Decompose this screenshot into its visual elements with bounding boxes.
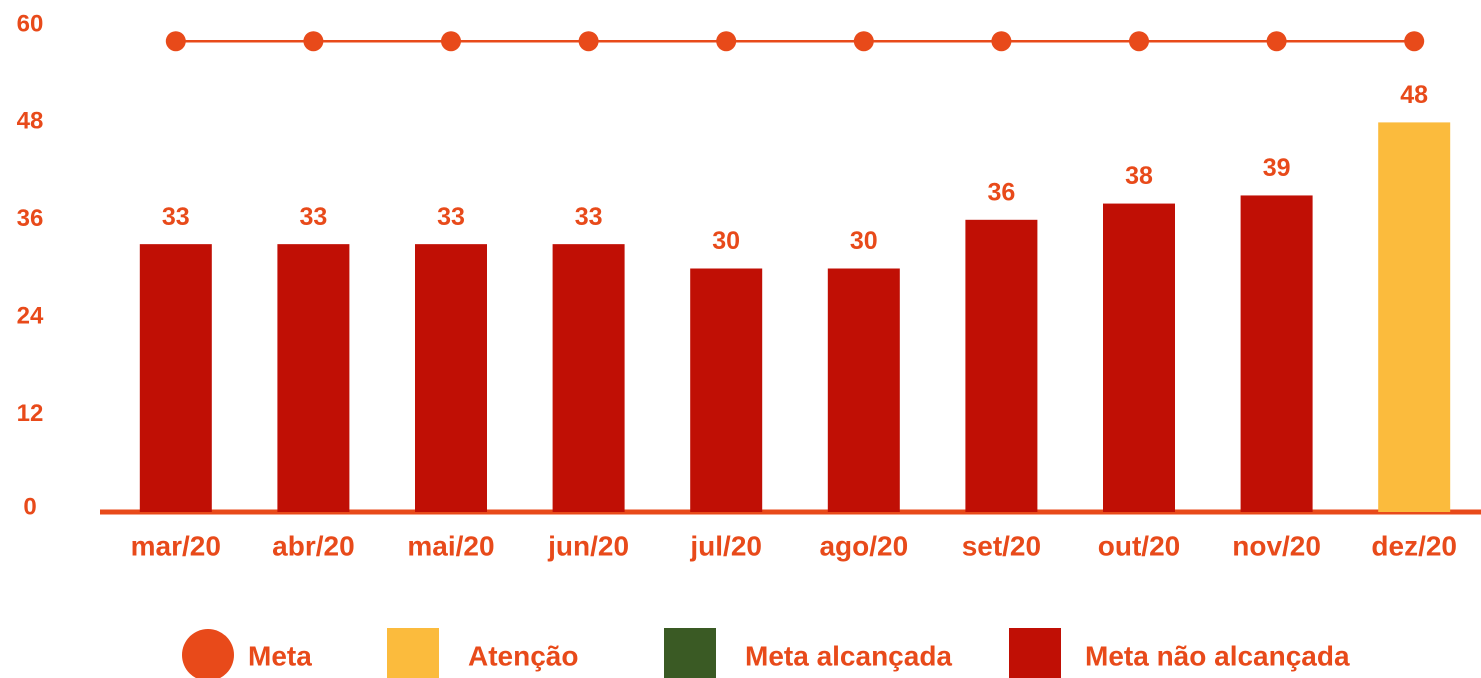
bar [552,244,625,512]
legend-label: Meta [248,640,312,671]
bar [1103,203,1175,513]
legend-marker [387,628,439,678]
value-label: 33 [299,203,327,231]
meta-point [441,31,461,52]
x-tick-label: dez/20 [1371,530,1457,561]
meta-point [1129,31,1149,52]
bar [139,244,212,512]
legend-label: Meta alcançada [745,640,952,671]
value-label: 33 [162,203,190,231]
x-tick-label: ago/20 [819,530,908,561]
bar [690,268,763,512]
y-tick-label: 24 [17,303,44,330]
meta-point [165,31,186,52]
meta-point [1404,31,1425,52]
legend-label: Meta não alcançada [1085,640,1350,671]
x-tick-label: set/20 [962,530,1041,561]
value-label: 39 [1263,154,1291,182]
x-tick-label: nov/20 [1232,530,1321,561]
bar [965,219,1038,513]
meta-point [716,31,737,52]
legend-marker [182,629,234,678]
x-tick-label: jul/20 [689,530,762,561]
legend-marker [664,628,716,678]
value-label: 36 [987,178,1015,206]
value-label: 33 [437,203,465,231]
bar [415,244,487,512]
meta-point [853,31,874,52]
x-tick-label: abr/20 [272,530,355,561]
legend-marker [1009,628,1061,678]
x-tick-label: mar/20 [131,530,221,561]
value-label: 48 [1400,81,1428,109]
meta-point [303,31,324,52]
bar [1240,195,1313,512]
x-tick-label: jun/20 [547,530,629,561]
value-label: 33 [575,203,603,231]
y-tick-label: 60 [17,10,44,37]
bar [827,268,900,512]
meta-point [991,31,1012,52]
meta-point [1266,31,1287,52]
value-label: 30 [850,227,878,255]
y-tick-label: 12 [17,400,44,427]
x-tick-label: mai/20 [407,530,494,561]
value-label: 30 [712,227,740,255]
x-tick-label: out/20 [1098,530,1180,561]
value-label: 38 [1125,162,1153,190]
y-tick-label: 0 [23,493,36,520]
bar [1378,122,1451,513]
legend-label: Atenção [468,640,578,671]
y-tick-label: 48 [17,108,44,135]
meta-point [578,31,599,52]
bar [277,244,350,512]
y-tick-label: 36 [17,205,44,232]
